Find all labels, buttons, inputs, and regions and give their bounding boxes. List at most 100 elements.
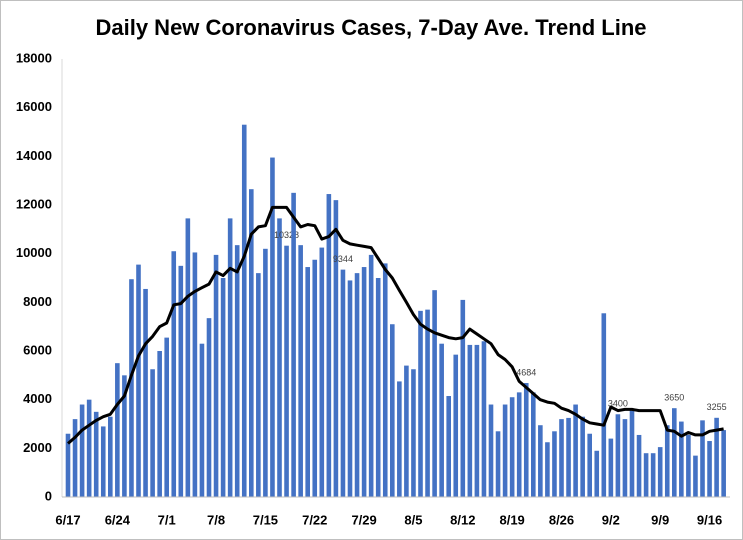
chart-title: Daily New Coronavirus Cases, 7-Day Ave. … — [95, 15, 646, 40]
bar — [122, 375, 127, 497]
bar — [361, 267, 367, 497]
x-tick-label: 7/15 — [253, 512, 278, 527]
bar — [150, 369, 155, 497]
bar — [375, 278, 381, 497]
bar — [636, 434, 642, 497]
bar — [284, 245, 289, 497]
bar — [622, 419, 628, 497]
bar — [263, 248, 268, 497]
bar — [368, 254, 374, 497]
bar — [594, 450, 600, 497]
bar — [481, 341, 487, 497]
bar — [411, 369, 416, 497]
bar — [199, 343, 205, 497]
bar — [474, 344, 480, 497]
y-tick-label: 16000 — [16, 99, 52, 114]
bar — [679, 421, 684, 497]
bar — [397, 381, 402, 497]
bar — [333, 200, 339, 497]
y-tick-label: 8000 — [23, 294, 52, 309]
x-tick-label: 7/1 — [158, 512, 176, 527]
y-tick-label: 6000 — [23, 342, 52, 357]
bar — [404, 365, 409, 497]
bar — [143, 288, 148, 497]
bar — [693, 455, 698, 497]
bar — [587, 433, 592, 497]
trend-line — [67, 205, 724, 445]
bar — [115, 363, 120, 497]
bar — [305, 267, 310, 497]
y-tick-label: 0 — [45, 488, 52, 503]
bar — [93, 411, 99, 497]
bar — [509, 397, 515, 497]
bar — [354, 273, 360, 497]
x-tick-label: 8/26 — [549, 512, 574, 527]
bar — [65, 433, 71, 497]
bar — [488, 404, 494, 497]
bar — [538, 425, 543, 497]
bar — [418, 310, 423, 497]
x-tick-label: 7/22 — [302, 512, 327, 527]
bar — [390, 324, 395, 497]
bar — [326, 194, 332, 498]
bar — [573, 404, 578, 497]
bar — [256, 273, 261, 497]
bar — [615, 414, 621, 497]
bar — [382, 263, 388, 497]
y-tick-label: 12000 — [16, 196, 52, 211]
y-tick-label: 10000 — [16, 245, 52, 260]
x-tick-label: 6/17 — [55, 512, 80, 527]
bar — [192, 252, 198, 497]
data-label: 10328 — [274, 230, 299, 240]
bar — [502, 404, 508, 497]
bar — [686, 434, 691, 497]
bar — [439, 343, 444, 497]
bar — [319, 247, 325, 497]
bar — [425, 309, 430, 497]
bar — [312, 259, 318, 497]
bar — [227, 218, 233, 497]
x-tick-label: 8/19 — [499, 512, 524, 527]
bar — [298, 245, 303, 497]
bar — [672, 408, 677, 497]
bar — [291, 192, 296, 498]
bar — [136, 264, 141, 497]
bar — [714, 417, 719, 497]
bar — [72, 419, 78, 497]
bar — [129, 279, 134, 497]
bar — [523, 383, 529, 497]
bar — [185, 218, 191, 497]
x-tick-label: 9/9 — [651, 512, 669, 527]
data-label: 9344 — [333, 254, 353, 264]
bar — [707, 441, 712, 497]
bar — [566, 417, 571, 497]
x-tick-label: 9/16 — [697, 512, 722, 527]
x-tick-label: 8/5 — [404, 512, 422, 527]
bar — [100, 426, 106, 497]
x-tick-label: 8/12 — [450, 512, 475, 527]
bar — [608, 438, 614, 497]
bar — [545, 442, 550, 497]
bar — [700, 420, 705, 497]
x-tick-label: 7/8 — [207, 512, 225, 527]
bar — [559, 419, 564, 497]
data-label: 3400 — [608, 399, 628, 409]
bar — [432, 290, 437, 497]
bar — [108, 416, 113, 497]
bar — [516, 392, 522, 497]
bar — [467, 344, 473, 497]
bar — [721, 430, 726, 497]
bar — [531, 392, 536, 497]
bar — [460, 299, 466, 497]
bar — [206, 318, 212, 497]
bar — [340, 269, 346, 497]
bar — [234, 245, 240, 497]
y-tick-label: 4000 — [23, 391, 52, 406]
bar — [552, 431, 557, 497]
x-tick-label: 6/24 — [105, 512, 131, 527]
y-tick-label: 18000 — [16, 50, 52, 65]
bar — [580, 416, 585, 497]
bar — [657, 447, 663, 497]
bar — [213, 254, 219, 497]
